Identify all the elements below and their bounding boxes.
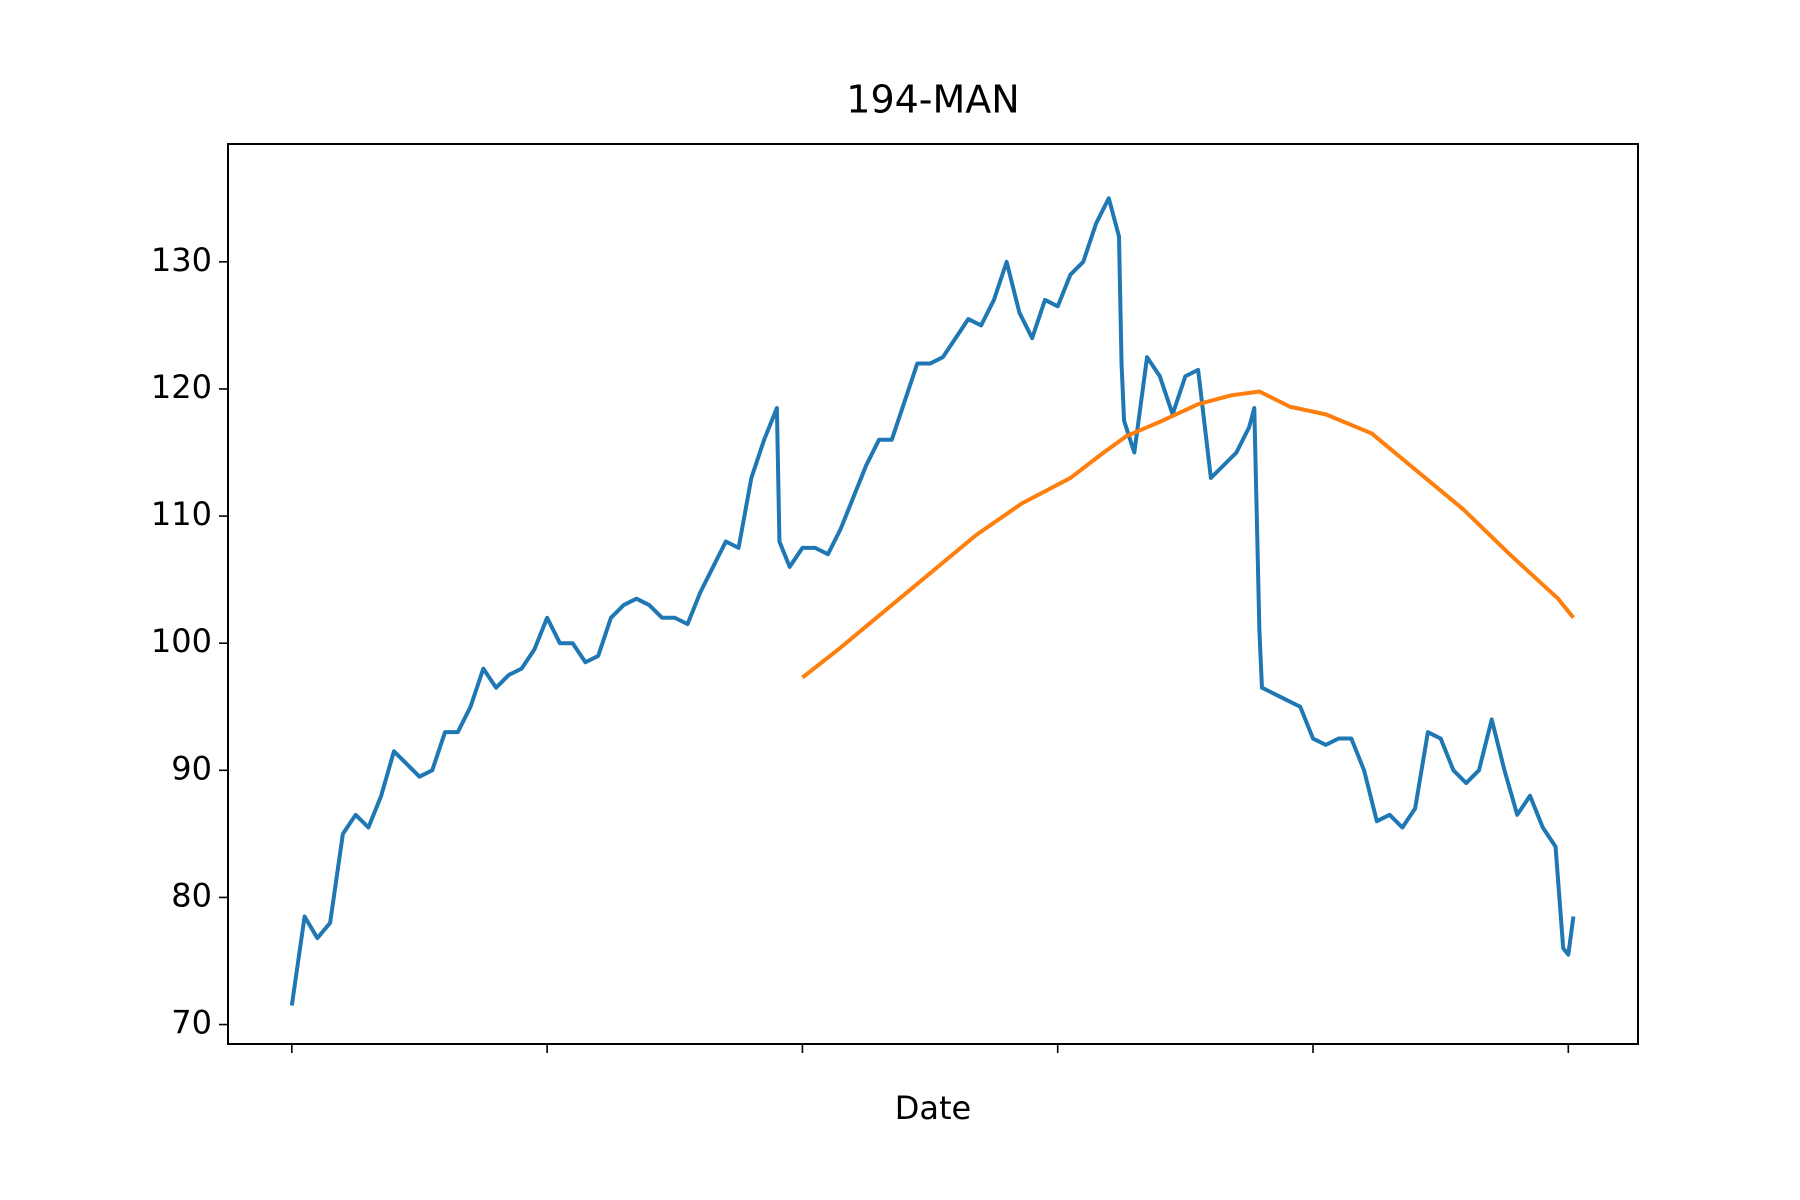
y-tick-label: 80 xyxy=(171,876,212,914)
data-line xyxy=(289,196,1576,1006)
data-line xyxy=(801,389,1575,680)
plot-frame xyxy=(227,143,1639,1045)
y-tick-label: 90 xyxy=(171,749,212,787)
y-tick-label: 100 xyxy=(151,622,212,660)
y-tick-label: 110 xyxy=(151,495,212,533)
y-tick-label: 130 xyxy=(151,241,212,279)
y-tick-label: 70 xyxy=(171,1004,212,1042)
chart-title: 194-MAN xyxy=(846,78,1019,122)
y-tick-label: 120 xyxy=(151,368,212,406)
x-axis-label: Date xyxy=(895,1089,971,1127)
